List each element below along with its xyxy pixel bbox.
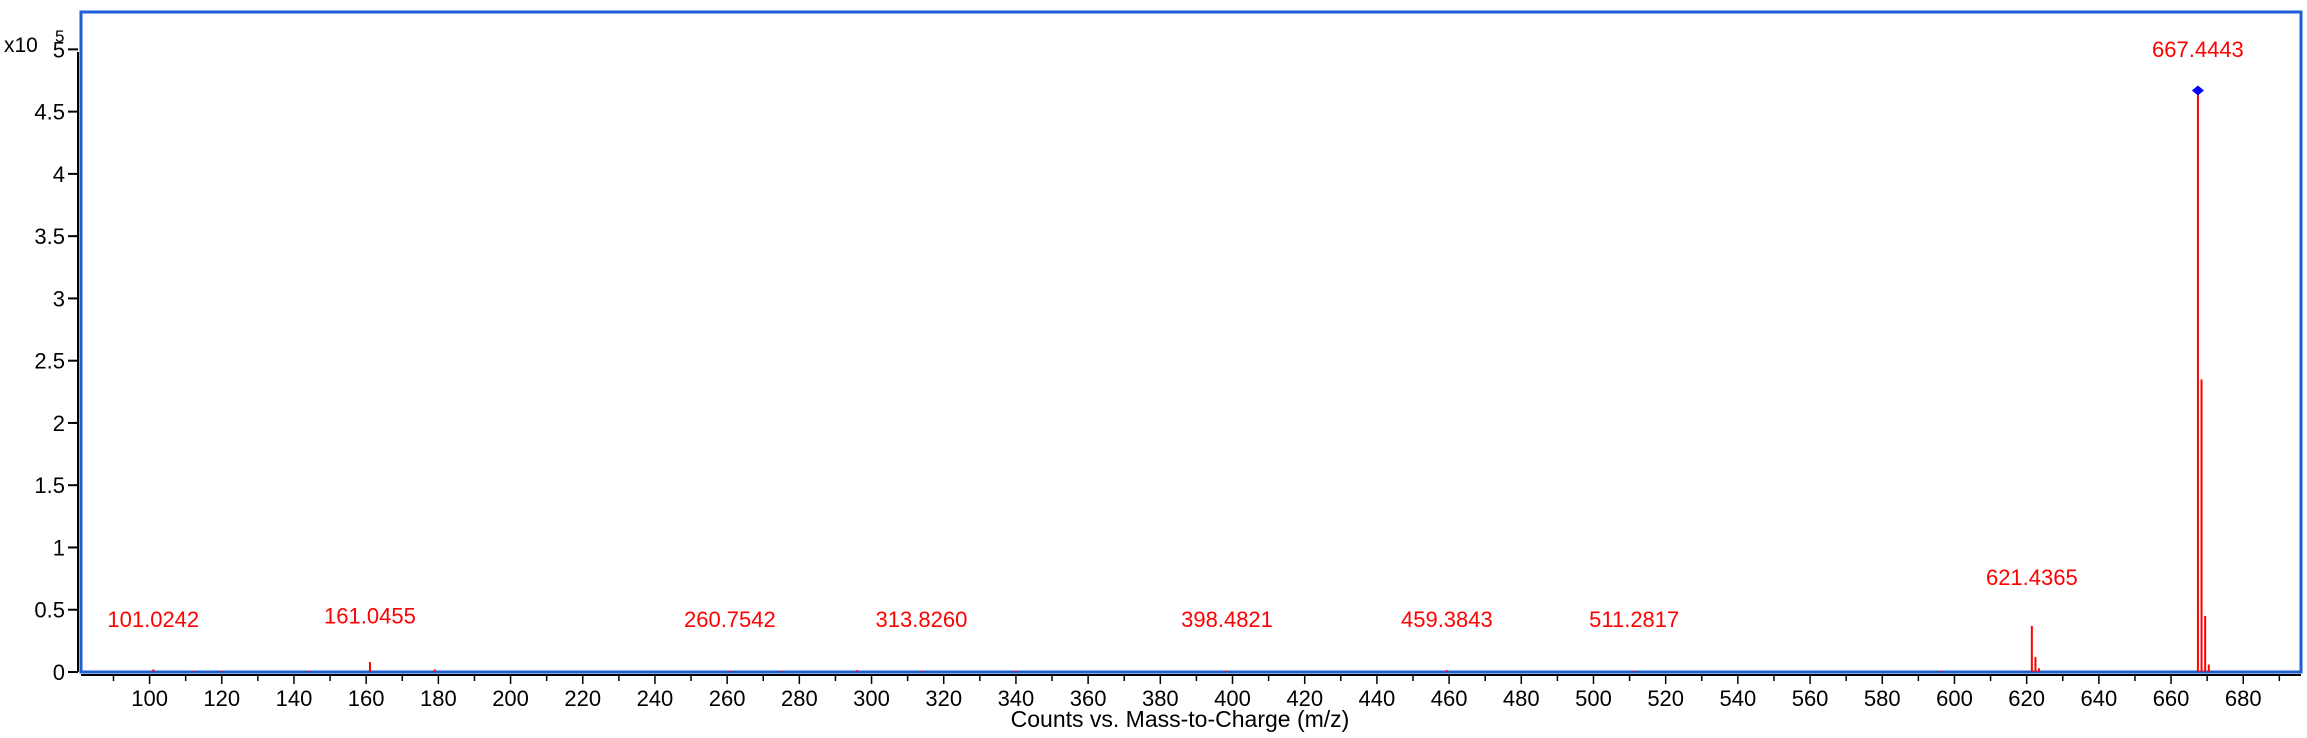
peak-label: 459.3843 [1401,607,1493,632]
x-tick-label: 620 [2008,686,2045,711]
x-tick-label: 680 [2225,686,2262,711]
x-tick-label: 300 [853,686,890,711]
x-axis: 100 120 140 160 180 200 220 240 260 280 300 320 340 3… [81,674,2301,711]
y-tick-label: 3 [53,286,65,311]
peak-label: 313.8260 [876,607,968,632]
peak-marker [2191,85,2204,96]
y-axis: 0 0.5 1 1.5 2 2.5 3 3.5 4 4.5 5 [34,37,79,685]
x-tick-label: 180 [420,686,457,711]
x-tick-label: 400 [1214,686,1251,711]
plot-frame [79,10,2303,674]
y-tick-label: 2 [53,411,65,436]
x-tick-label: 460 [1431,686,1468,711]
x-tick-label: 320 [925,686,962,711]
peak-label: 621.4365 [1986,565,2078,590]
peak-label: 511.2817 [1589,607,1679,632]
x-tick-label: 240 [637,686,674,711]
peak-label: 260.7542 [684,607,776,632]
y-multiplier-base: x10 [4,34,38,57]
x-tick-label: 140 [276,686,313,711]
y-tick-label: 1 [53,535,65,560]
y-tick-label: 1.5 [34,473,65,498]
peak-labels: 101.0242 161.0455 260.7542 313.8260 398.4821… [107,37,2243,632]
peak-label: 161.0455 [324,603,416,628]
x-tick-label: 100 [131,686,168,711]
x-tick-label: 120 [203,686,240,711]
x-axis-title: Counts vs. Mass-to-Charge (m/z) [1011,706,1350,732]
y-tick-label: 4 [53,162,65,187]
x-tick-label: 580 [1864,686,1901,711]
x-tick-label: 480 [1503,686,1540,711]
peak-label: 101.0242 [107,607,199,632]
x-tick-label: 640 [2080,686,2117,711]
y-multiplier-exponent: 5 [55,27,64,46]
y-tick-label: 0.5 [34,598,65,623]
x-tick-label: 260 [709,686,746,711]
x-tick-label: 220 [564,686,601,711]
y-tick-label: 5 [53,37,65,62]
x-tick-label: 420 [1286,686,1323,711]
x-tick-label: 540 [1720,686,1757,711]
x-tick-label: 500 [1575,686,1612,711]
x-tick-label: 440 [1359,686,1396,711]
peak-label: 398.4821 [1181,607,1273,632]
y-tick-label: 0 [53,660,65,685]
x-tick-label: 360 [1070,686,1107,711]
x-tick-label: 200 [492,686,529,711]
x-tick-label: 600 [1936,686,1973,711]
x-tick-label: 520 [1647,686,1684,711]
x-tick-label: 160 [348,686,385,711]
x-tick-label: 340 [998,686,1035,711]
x-tick-label: 280 [781,686,818,711]
peak-series [152,85,2210,672]
y-tick-label: 4.5 [34,100,65,125]
x-tick-label: 660 [2153,686,2190,711]
x-tick-label: 380 [1142,686,1179,711]
peak-label: 667.4443 [2152,37,2244,62]
x-tick-label: 560 [1792,686,1829,711]
y-tick-label: 2.5 [34,349,65,374]
y-tick-label: 3.5 [34,224,65,249]
